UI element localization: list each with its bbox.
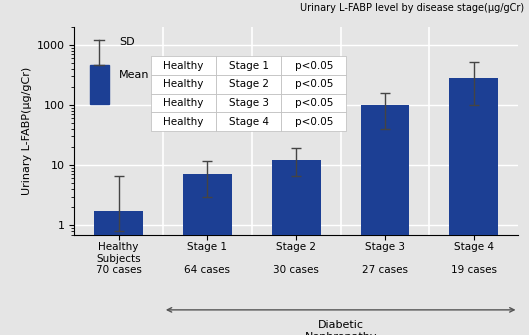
Text: Mean: Mean (119, 70, 150, 80)
Text: SD: SD (119, 37, 135, 47)
Text: Diabetic
Nephropathy: Diabetic Nephropathy (304, 320, 377, 335)
Bar (89, 65, 109, 104)
Bar (272, 160, 321, 335)
Text: Urinary L-FABP level by disease stage(μg/gCr): Urinary L-FABP level by disease stage(μg… (299, 3, 524, 13)
Bar (361, 105, 409, 335)
Bar (94, 211, 143, 335)
Bar (450, 78, 498, 335)
Y-axis label: Urinary L-FABP(μg/gCr): Urinary L-FABP(μg/gCr) (22, 67, 32, 195)
Bar (183, 175, 232, 335)
